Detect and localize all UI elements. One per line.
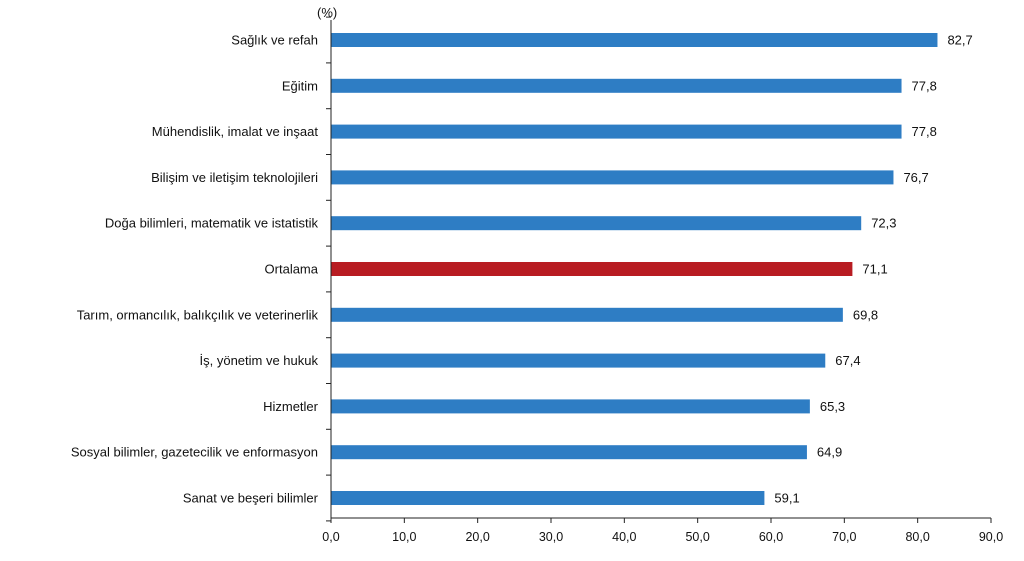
- category-label: Eğitim: [282, 78, 318, 93]
- category-label: Sağlık ve refah: [231, 33, 318, 48]
- x-tick-label: 30,0: [539, 530, 563, 544]
- bar: [331, 307, 843, 322]
- category-label: Doğa bilimleri, matematik ve istatistik: [105, 216, 319, 231]
- x-tick-label: 20,0: [465, 530, 489, 544]
- x-tick-label: 10,0: [392, 530, 416, 544]
- x-tick-label: 40,0: [612, 530, 636, 544]
- bar: [331, 445, 807, 460]
- category-label: Sanat ve beşeri bilimler: [183, 491, 319, 506]
- x-tick-label: 0,0: [322, 530, 339, 544]
- data-label: 64,9: [817, 445, 842, 460]
- data-label: 76,7: [903, 170, 928, 185]
- category-label: Bilişim ve iletişim teknolojileri: [151, 170, 318, 185]
- x-tick-label: 60,0: [759, 530, 783, 544]
- data-label: 67,4: [835, 353, 860, 368]
- data-label: 77,8: [912, 78, 937, 93]
- bar: [331, 399, 810, 414]
- average-bar: [331, 262, 853, 276]
- category-label: Sosyal bilimler, gazetecilik ve enformas…: [71, 445, 318, 460]
- bar: [331, 491, 765, 505]
- x-tick-label: 80,0: [905, 530, 929, 544]
- unit-label: (%): [317, 5, 337, 20]
- category-label: Ortalama: [265, 262, 319, 277]
- data-label: 72,3: [871, 216, 896, 231]
- bar: [331, 353, 826, 368]
- data-label: 77,8: [912, 124, 937, 139]
- data-label: 69,8: [853, 307, 878, 322]
- x-axis: 0,0 10,0 20,0 30,0 40,0 50,0 60,0 70,0 80,0 90,0: [322, 16, 1003, 544]
- bars-group: Sağlık ve refah 82,7 Eğitim 77,8 Mühendislik…: [71, 33, 973, 506]
- category-label: Mühendislik, imalat ve inşaat: [152, 124, 319, 139]
- bar: [331, 78, 902, 93]
- category-label: Tarım, ormancılık, balıkçılık ve veterin…: [77, 307, 319, 322]
- data-label: 59,1: [774, 491, 799, 506]
- data-label: 65,3: [820, 399, 845, 414]
- bar: [331, 124, 902, 139]
- x-tick-label: 70,0: [832, 530, 856, 544]
- x-tick-label: 50,0: [685, 530, 709, 544]
- x-tick-label: 90,0: [979, 530, 1003, 544]
- category-label: İş, yönetim ve hukuk: [200, 353, 319, 368]
- bar: [331, 170, 894, 185]
- bar: [331, 33, 938, 47]
- bar: [331, 216, 862, 231]
- category-label: Hizmetler: [263, 399, 319, 414]
- data-label: 71,1: [862, 262, 887, 277]
- data-label: 82,7: [947, 33, 972, 48]
